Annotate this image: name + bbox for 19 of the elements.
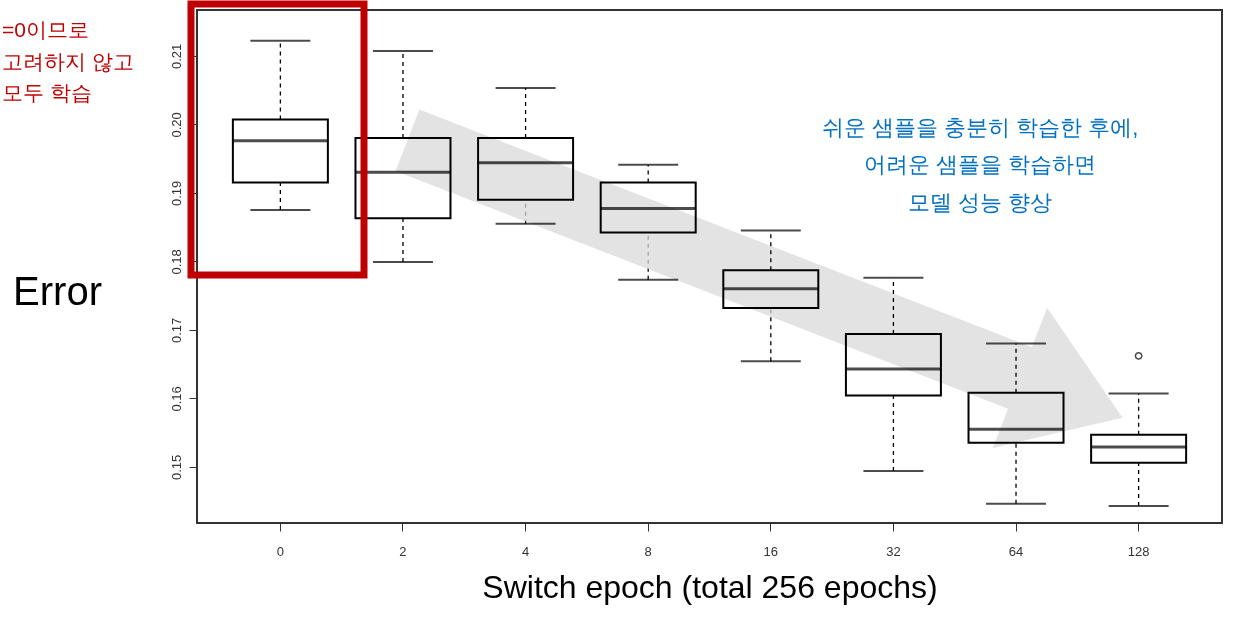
x-tick-label: 16 — [763, 543, 779, 559]
x-tick-label: 8 — [644, 543, 652, 559]
y-tick-label: 0.15 — [168, 454, 184, 480]
x-axis-title: Switch epoch (total 256 epochs) — [482, 568, 938, 605]
y-tick-label: 0.18 — [168, 249, 184, 275]
x-tick-label: 64 — [1008, 543, 1024, 559]
y-axis-title: Error — [13, 268, 102, 313]
x-tick-label: 2 — [399, 543, 407, 559]
annotation: 쉬운 샘플을 충분히 학습한 후에, 어려운 샘플을 학습하면 모델 성능 향상 — [821, 115, 1139, 215]
y-tick-label: 0.17 — [168, 317, 184, 344]
y-tick-label: 0.21 — [168, 43, 184, 70]
x-tick-label: 128 — [1127, 543, 1150, 559]
text: =0이므로 고려하지 않고 모두 학습 — [2, 18, 134, 104]
y-tick-label: 0.16 — [168, 386, 184, 412]
x-tick-label: 0 — [276, 543, 284, 559]
y-tick-label: 0.20 — [168, 112, 184, 138]
x-tick-label: 4 — [521, 543, 530, 559]
y-tick-label: 0.19 — [168, 180, 184, 207]
x-tick-label: 32 — [886, 543, 901, 559]
